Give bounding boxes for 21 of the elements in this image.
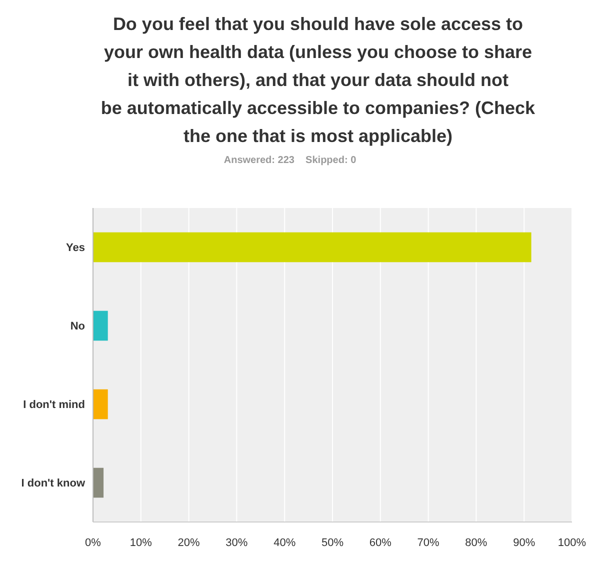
y-tick-label: I don't know [21,478,86,490]
chart-title: Do you feel that you should have sole access to your own health data (unless you choose to share it with others), and that your data should not be automatically accessible to companies? (Check the one that is most applicable) [100,14,536,146]
x-tick-label: 100% [558,537,586,549]
x-tick-label: 10% [130,537,152,549]
bar [93,232,532,262]
y-tick-label: No [70,320,86,333]
bar [93,310,108,341]
x-tick-label: 30% [226,537,248,549]
x-tick-label: 20% [178,537,200,549]
x-tick-label: 40% [274,537,296,549]
y-tick-label: Yes [66,242,85,254]
y-tick-label: I don't mind [23,399,85,412]
bar [93,468,104,498]
bar [93,389,108,420]
chart-subtitle: Answered: 223 Skipped: 0 [224,155,357,166]
x-tick-label: 60% [369,537,392,549]
x-tick-label: 90% [513,537,536,549]
x-tick-label: 0% [85,537,102,549]
x-tick-label: 50% [321,537,344,549]
x-tick-label: 80% [465,537,488,549]
x-tick-label: 70% [417,537,440,549]
